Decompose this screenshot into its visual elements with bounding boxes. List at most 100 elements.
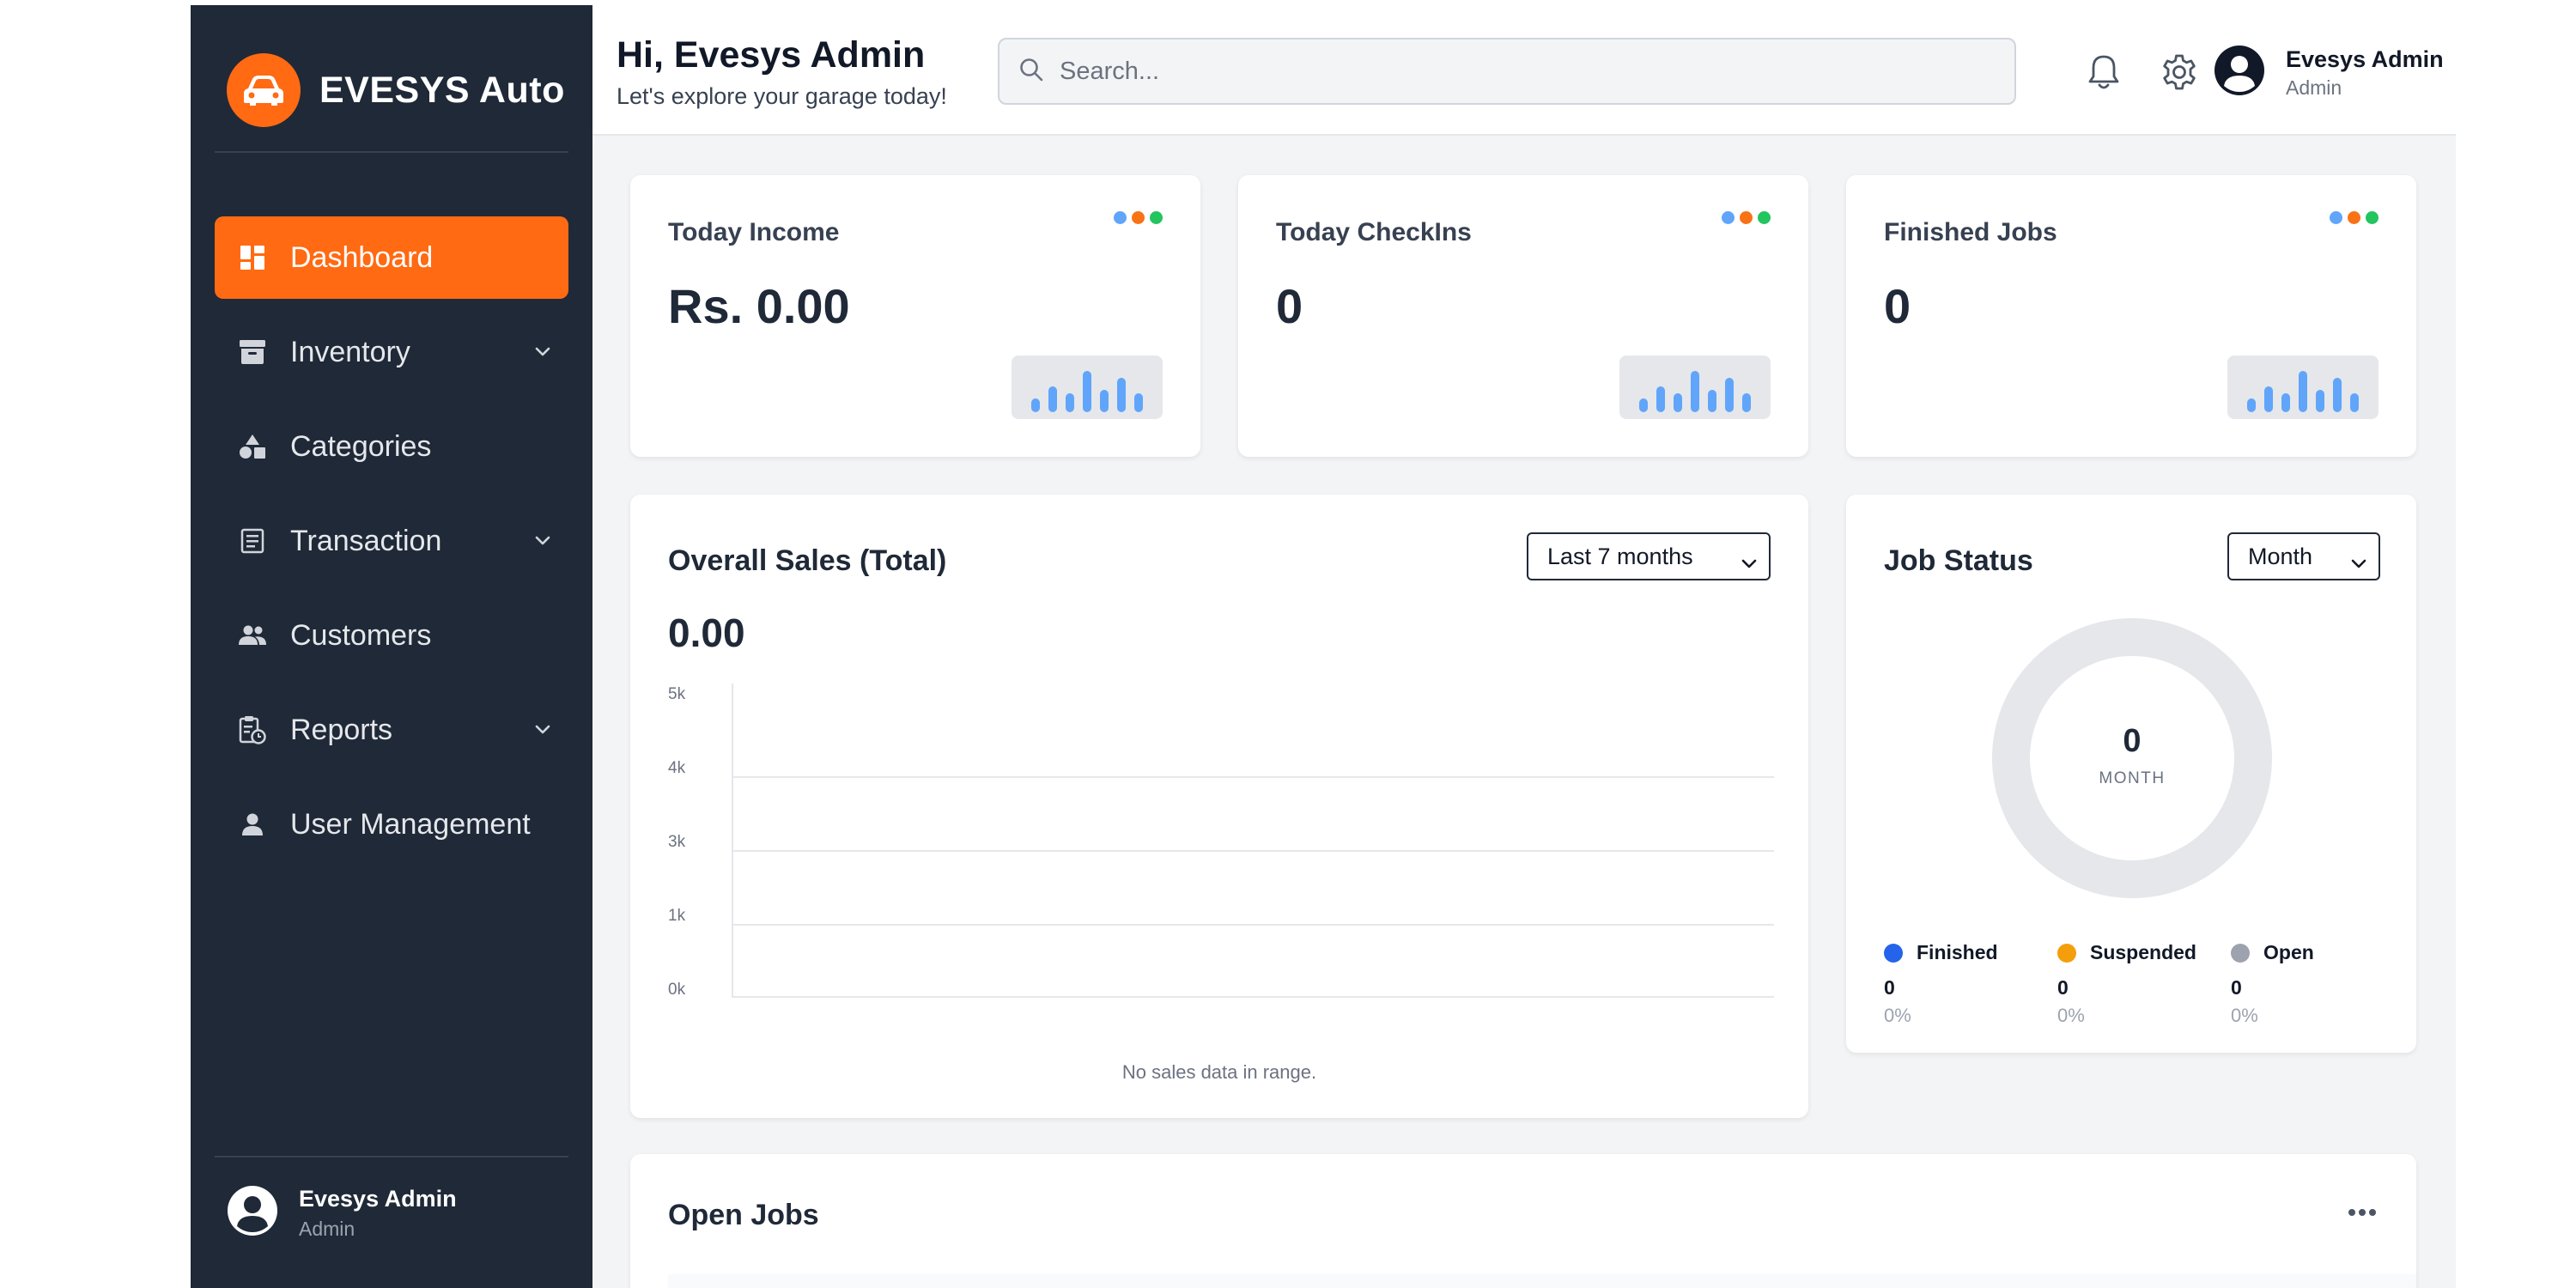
more-dots-icon[interactable] <box>2330 211 2379 224</box>
header-user-name: Evesys Admin <box>2286 46 2444 72</box>
dot <box>1740 211 1753 224</box>
sales-card: Overall Sales (Total) Last 7 months 0.00… <box>630 495 1808 1118</box>
y-tick-label: 4k <box>668 759 686 777</box>
more-dots-icon[interactable] <box>1722 211 1771 224</box>
topbar: Hi, Evesys Admin Let's explore your gara… <box>592 5 2456 136</box>
sidebar-item-categories[interactable]: Categories <box>215 405 568 488</box>
legend-dot <box>2057 943 2076 963</box>
chevron-down-icon[interactable] <box>517 347 568 357</box>
sparkline-icon <box>1619 355 1771 419</box>
sales-range-select[interactable]: Last 7 months <box>1527 532 1771 580</box>
sparkline-icon <box>2227 355 2379 419</box>
dot <box>2366 211 2379 224</box>
sales-total: 0.00 <box>668 611 745 655</box>
gridline <box>732 776 1774 778</box>
gridline <box>732 850 1774 852</box>
legend-name: Finished <box>1917 941 1998 963</box>
stat-title: Today CheckIns <box>1276 218 1472 246</box>
stat-value: 0 <box>1276 279 1303 333</box>
sales-chart: 5k 4k 3k 1k 0k <box>630 495 1808 1118</box>
stat-title: Today Income <box>668 218 840 246</box>
sales-range-value: Last 7 months <box>1547 543 1693 569</box>
stat-value: Rs. 0.00 <box>668 279 850 333</box>
job-status-period-select[interactable]: Month <box>2227 532 2380 580</box>
chevron-down-icon[interactable] <box>517 725 568 735</box>
sidebar-item-reports[interactable]: Reports <box>215 689 568 771</box>
bell-icon[interactable] <box>2085 53 2123 91</box>
more-horizontal-icon[interactable] <box>2348 1206 2377 1221</box>
y-axis <box>732 683 733 998</box>
legend-name: Open <box>2263 941 2314 963</box>
greeting: Hi, Evesys Admin Let's explore your gara… <box>617 34 947 110</box>
sidebar-item-user-management[interactable]: User Management <box>215 783 568 866</box>
sidebar-divider <box>215 151 568 153</box>
job-status-period-value: Month <box>2248 543 2313 569</box>
sidebar-item-label: Dashboard <box>290 240 434 274</box>
avatar <box>2214 45 2265 100</box>
app-window: EVESYS Auto Dashboard Inventory <box>191 5 2456 1288</box>
more-dots-icon[interactable] <box>1114 211 1163 224</box>
donut-center-value: 0 <box>2123 723 2142 759</box>
stat-title: Finished Jobs <box>1884 218 2057 246</box>
legend-dot <box>1884 943 1903 963</box>
sidebar-divider <box>215 1156 568 1157</box>
legend-dot <box>2231 943 2250 963</box>
job-status-title: Job Status <box>1884 544 2033 577</box>
sidebar-item-inventory[interactable]: Inventory <box>215 311 568 393</box>
sidebar-item-customers[interactable]: Customers <box>215 594 568 677</box>
sidebar-item-label: Transaction <box>290 524 442 557</box>
page-title: Hi, Evesys Admin <box>617 34 926 76</box>
sidebar-nav: Dashboard Inventory Categories <box>215 216 568 878</box>
legend-name: Suspended <box>2090 941 2196 963</box>
sidebar-item-label: User Management <box>290 807 531 841</box>
people-icon <box>237 620 268 651</box>
sidebar-item-transaction[interactable]: Transaction <box>215 500 568 582</box>
gear-icon[interactable] <box>2160 53 2198 91</box>
sidebar-item-label: Customers <box>290 618 432 652</box>
x-axis <box>732 996 1774 998</box>
dot <box>1132 211 1145 224</box>
y-tick-label: 1k <box>668 907 686 925</box>
sidebar-user[interactable]: Evesys Admin Admin <box>227 1185 457 1241</box>
y-tick-label: 5k <box>668 685 686 703</box>
chevron-down-icon[interactable] <box>517 536 568 546</box>
legend-percent: 0% <box>2057 1005 2085 1026</box>
brand[interactable]: EVESYS Auto <box>227 53 565 127</box>
gridline <box>732 924 1774 926</box>
open-jobs-title: Open Jobs <box>668 1199 819 1231</box>
dot <box>1114 211 1127 224</box>
search-bar[interactable] <box>998 38 2016 105</box>
y-tick-label: 0k <box>668 981 686 999</box>
dot <box>2348 211 2360 224</box>
job-status-donut <box>1992 618 2272 898</box>
dot <box>1758 211 1771 224</box>
sparkline-icon <box>1012 355 1163 419</box>
stat-value: 0 <box>1884 279 1911 333</box>
shapes-icon <box>237 431 268 462</box>
receipt-icon <box>237 526 268 556</box>
open-jobs-table-header <box>668 1274 2416 1288</box>
chevron-down-icon <box>1741 549 1757 575</box>
sidebar-user-name: Evesys Admin <box>299 1185 457 1212</box>
dot <box>1722 211 1735 224</box>
sidebar-item-label: Reports <box>290 713 393 746</box>
sidebar-item-label: Inventory <box>290 335 410 368</box>
avatar <box>227 1185 278 1241</box>
job-status-card: Job Status Month 0 MONTH Finished 0 0% Susp… <box>1846 495 2416 1053</box>
brand-name: EVESYS Auto <box>319 69 565 111</box>
header-user[interactable]: Evesys Admin Admin <box>2214 45 2444 100</box>
search-input[interactable] <box>1060 57 1987 86</box>
legend-item-open: Open 0 0% <box>2231 941 2314 1027</box>
legend-percent: 0% <box>2231 1005 2258 1026</box>
sales-title: Overall Sales (Total) <box>668 544 947 577</box>
chevron-down-icon <box>2351 549 2366 575</box>
clipboard-clock-icon <box>237 714 268 745</box>
sidebar-item-dashboard[interactable]: Dashboard <box>215 216 568 299</box>
stat-card-today-income: Today Income Rs. 0.00 <box>630 175 1200 457</box>
legend-item-suspended: Suspended 0 0% <box>2057 941 2196 1027</box>
car-icon <box>227 53 301 127</box>
stat-card-finished-jobs: Finished Jobs 0 <box>1846 175 2416 457</box>
dashboard-icon <box>237 242 268 273</box>
dot <box>1150 211 1163 224</box>
legend-count: 0 <box>2231 976 2242 999</box>
